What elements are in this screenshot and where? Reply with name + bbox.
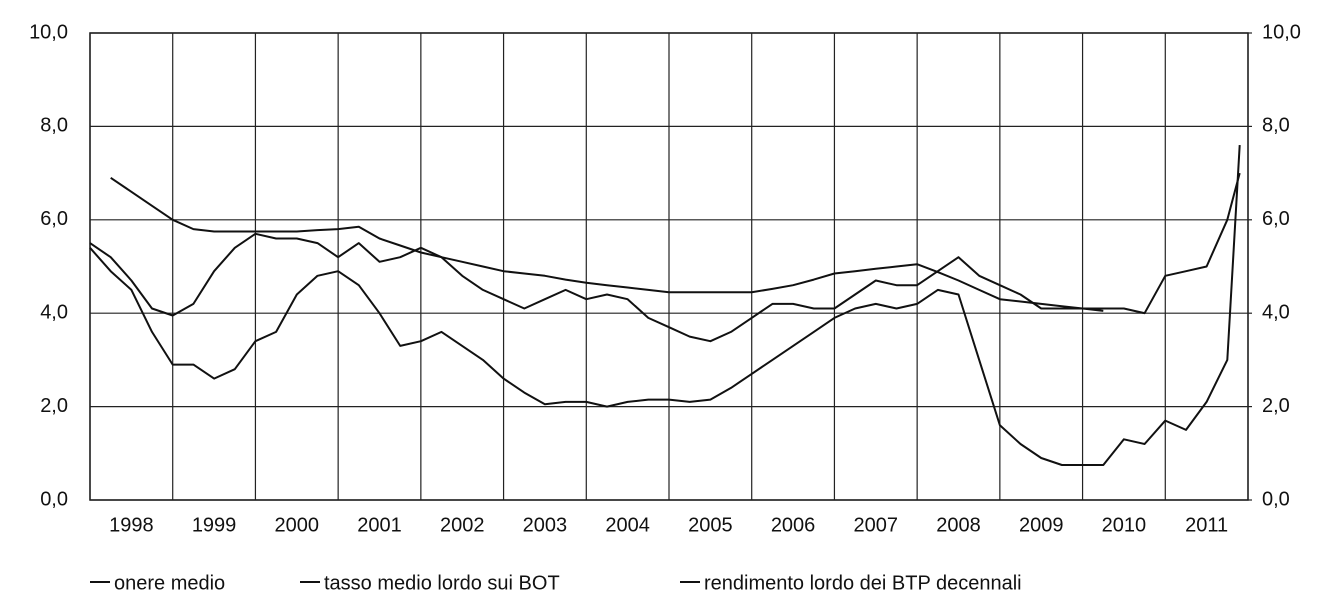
x-tick-label: 2011 bbox=[1185, 514, 1228, 536]
legend-label: onere medio bbox=[114, 572, 225, 594]
y-tick-label: 8,0 bbox=[40, 115, 68, 137]
x-tick-label: 2007 bbox=[854, 514, 899, 536]
x-tick-label: 2002 bbox=[440, 514, 485, 536]
line-series bbox=[110, 176, 1104, 312]
y2-tick-label: 10,0 bbox=[1262, 21, 1301, 43]
y-tick-label: 10,0 bbox=[29, 21, 68, 43]
x-tick-label: 2006 bbox=[771, 514, 816, 536]
legend-label: tasso medio lordo sui BOT bbox=[324, 572, 560, 594]
y2-tick-label: 0,0 bbox=[1262, 488, 1290, 510]
x-tick-label: 2005 bbox=[688, 514, 733, 536]
line-series bbox=[89, 145, 1241, 466]
y2-tick-label: 2,0 bbox=[1262, 395, 1290, 417]
y-tick-label: 4,0 bbox=[40, 301, 68, 323]
x-tick-label: 2010 bbox=[1102, 514, 1147, 536]
legend-label: rendimento lordo dei BTP decennali bbox=[704, 572, 1022, 594]
y2-tick-label: 8,0 bbox=[1262, 115, 1290, 137]
x-tick-label: 2008 bbox=[936, 514, 981, 536]
x-tick-label: 2009 bbox=[1019, 514, 1064, 536]
x-tick-label: 2004 bbox=[605, 514, 650, 536]
y2-tick-label: 6,0 bbox=[1262, 208, 1290, 230]
y-tick-label: 2,0 bbox=[40, 395, 68, 417]
x-tick-label: 1999 bbox=[192, 514, 237, 536]
y-tick-label: 6,0 bbox=[40, 208, 68, 230]
x-tick-label: 2001 bbox=[357, 514, 402, 536]
x-tick-label: 1998 bbox=[109, 514, 154, 536]
y2-tick-label: 4,0 bbox=[1262, 301, 1290, 323]
x-tick-label: 2003 bbox=[523, 514, 568, 536]
line-series bbox=[89, 172, 1241, 343]
x-tick-label: 2000 bbox=[275, 514, 320, 536]
y-tick-label: 0,0 bbox=[40, 488, 68, 510]
